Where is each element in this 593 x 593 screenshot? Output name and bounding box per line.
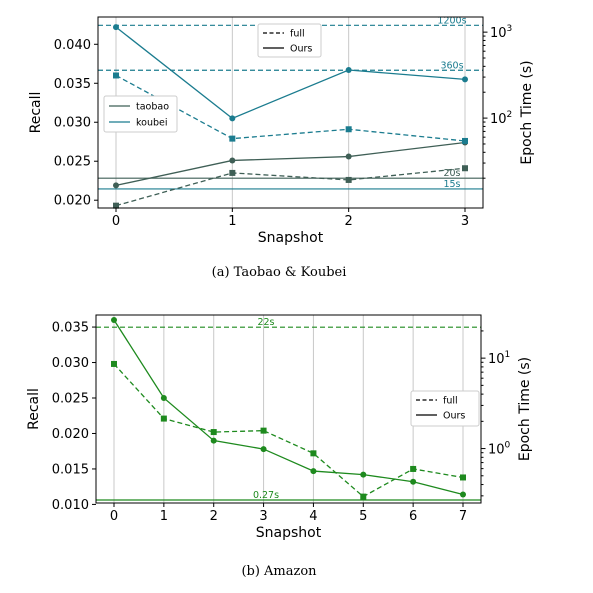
x-tick-label: 1: [228, 214, 236, 229]
data-point: [210, 437, 217, 444]
series-line-taobao-full: [115, 167, 466, 207]
x-tick-label: 0: [110, 509, 118, 524]
y-axis-label: Recall: [26, 388, 42, 430]
figure-caption: (a) Taobao & Koubei: [212, 265, 347, 280]
plot-frame: [97, 16, 484, 209]
chart-panel-b: 22s 0.27s 0 1 2 3 4 5 6 7 Snapshot 0.010 0.015 0.020 0…: [26, 314, 533, 579]
right-axis-label: Epoch Time (s): [517, 357, 533, 461]
y-tick-label: 0.035: [54, 77, 91, 92]
data-point: [460, 474, 466, 481]
data-point: [460, 491, 466, 498]
data-point: [113, 202, 119, 209]
x-tick-label: 2: [210, 509, 218, 524]
data-point: [229, 169, 236, 176]
legend-label: full: [443, 396, 458, 407]
data-point: [310, 450, 317, 457]
right-axis-label: Epoch Time (s): [519, 60, 535, 164]
legend-box: [257, 23, 322, 58]
time-label: 0.27s: [253, 490, 279, 501]
x-tick-label: 6: [409, 509, 417, 524]
series-line-koubei-ours: [115, 26, 466, 120]
series-line-taobao-ours: [115, 141, 466, 187]
data-point: [160, 395, 167, 402]
data-point: [345, 153, 352, 160]
x-tick-label: 4: [309, 509, 317, 524]
right-tick-label: 100: [488, 441, 511, 458]
x-tick-label: 5: [359, 509, 367, 524]
series-line-amazon-ours: [113, 319, 464, 496]
data-point: [229, 115, 236, 122]
data-point: [310, 468, 317, 475]
legend-box: [103, 95, 178, 133]
data-point: [111, 316, 117, 323]
y-tick-label: 0.030: [54, 116, 91, 131]
y-tick-label: 0.020: [52, 427, 89, 442]
figure-caption: (b) Amazon: [241, 564, 317, 579]
x-tick-label: 0: [112, 214, 120, 229]
data-point: [345, 126, 352, 133]
x-tick-label: 3: [461, 214, 469, 229]
data-point: [160, 415, 167, 422]
legend-label: taobao: [136, 102, 169, 113]
x-tick-label: 7: [459, 509, 467, 524]
y-axis-label: Recall: [28, 92, 44, 134]
data-point: [360, 471, 367, 478]
data-point: [462, 137, 468, 144]
y-tick-label: 0.040: [54, 38, 91, 53]
time-label: 15s: [443, 179, 460, 190]
data-point: [229, 157, 236, 164]
plot-frame: [95, 314, 482, 504]
data-point: [345, 176, 352, 183]
data-point: [113, 72, 119, 79]
right-tick-label: 102: [490, 110, 512, 127]
data-point: [410, 478, 417, 485]
right-tick-label: 101: [488, 350, 510, 367]
y-tick-label: 0.035: [52, 321, 89, 336]
legend-label: full: [290, 29, 305, 40]
time-label: 20s: [443, 168, 460, 179]
legend-box: [410, 390, 480, 427]
y-tick-label: 0.015: [52, 462, 89, 477]
data-point: [260, 446, 267, 453]
legend-label: Ours: [290, 44, 312, 55]
x-tick-label: 1: [160, 509, 168, 524]
data-point: [462, 76, 468, 83]
data-point: [113, 24, 119, 31]
data-point: [210, 429, 217, 436]
x-tick-label: 3: [259, 509, 267, 524]
time-label: 22s: [257, 317, 274, 328]
legend-label: Ours: [443, 411, 465, 422]
y-tick-label: 0.025: [54, 155, 91, 170]
data-point: [462, 165, 468, 172]
x-tick-label: 2: [345, 214, 353, 229]
x-axis-label: Snapshot: [258, 230, 324, 246]
y-tick-label: 0.020: [54, 194, 91, 209]
data-point: [410, 465, 417, 472]
y-tick-label: 0.030: [52, 356, 89, 371]
legend-label: koubei: [136, 118, 168, 129]
data-point: [229, 135, 236, 142]
data-point: [260, 427, 267, 434]
data-point: [345, 67, 352, 74]
series-line-amazon-full: [113, 363, 464, 498]
data-point: [360, 493, 367, 500]
y-tick-label: 0.010: [52, 498, 89, 513]
right-tick-label: 103: [490, 24, 512, 41]
time-label: 1200s: [437, 15, 466, 26]
data-point: [111, 360, 117, 367]
x-axis-label: Snapshot: [256, 525, 322, 541]
data-point: [113, 182, 119, 189]
y-tick-label: 0.025: [52, 392, 89, 407]
time-label: 360s: [440, 60, 463, 71]
